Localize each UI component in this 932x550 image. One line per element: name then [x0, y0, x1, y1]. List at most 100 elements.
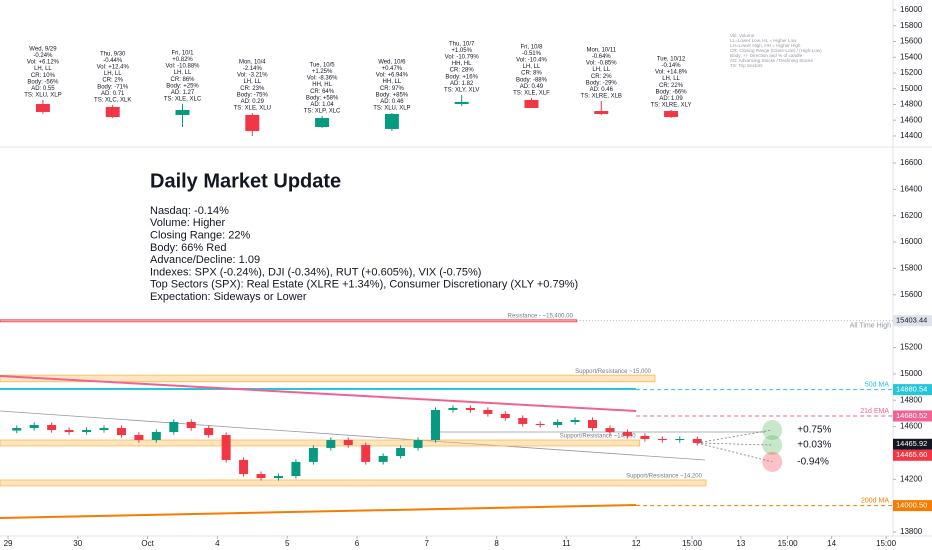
day-annotation: LH, LL: [662, 76, 680, 82]
day-annotation: -0.14%: [662, 63, 682, 69]
price-tag: [893, 410, 932, 422]
level-band: [0, 374, 656, 383]
candle-body: [413, 440, 423, 448]
day-annotation: TS: XLRE, XLB: [581, 94, 622, 100]
day-annotation: Vol: -10.79%: [445, 55, 480, 61]
ma-line: [0, 374, 637, 413]
day-annotation: LH, LL: [592, 67, 610, 73]
candle-body: [553, 421, 563, 426]
day-annotation: TS: XLE, XLF: [513, 91, 550, 97]
candle-body: [588, 419, 598, 429]
day-annotation: Body: +85%: [376, 92, 409, 98]
day-annotation: Tue, 10/12: [657, 56, 686, 62]
day-annotation: Vol: -10.88%: [165, 64, 200, 70]
candle-body: [116, 428, 126, 436]
day-annotation: AD: 0.46: [590, 87, 614, 93]
candle-body: [151, 431, 161, 441]
day-annotation: AD: 0.29: [241, 99, 265, 105]
candle-body: [664, 111, 679, 118]
price-tag: [893, 500, 932, 512]
candle-body: [239, 459, 249, 475]
day-annotation: TS: XLRE, XLY: [651, 103, 692, 109]
y-tick-label: 15000: [900, 84, 923, 93]
y-tick-label: 15000: [900, 369, 923, 378]
y-tick-label: 14400: [900, 131, 923, 140]
candle-body: [99, 428, 109, 431]
ma-name: 200d MA: [861, 497, 889, 504]
candle-body: [221, 435, 231, 460]
y-tick-label: 16600: [900, 158, 923, 167]
legend-note: Body: +/- Direction and % of candle: [730, 53, 803, 58]
candle-body: [308, 447, 318, 462]
y-tick-label: 13800: [900, 527, 923, 536]
y-tick-label: 15200: [900, 343, 923, 352]
day-annotation: TS: XLU, XLP: [24, 93, 61, 99]
x-tick-label: 5: [285, 539, 290, 548]
price-tag-label: 14880.54: [896, 385, 927, 394]
day-annotation: LH, LL: [104, 71, 122, 77]
y-tick-label: 15400: [900, 52, 923, 61]
y-tick-label: 16200: [900, 211, 923, 220]
level-label: Support/Resistance ~15,000: [575, 369, 652, 375]
update-note: Top Sectors (SPX): Real Estate (XLRE +1.…: [150, 279, 578, 291]
candle-body: [35, 104, 50, 112]
candle-body: [518, 418, 528, 424]
day-annotation: LH, LL: [243, 79, 261, 85]
projection-line: [697, 442, 773, 463]
y-tick-label: 14800: [900, 395, 923, 404]
day-annotation: Wed, 10/6: [378, 59, 406, 65]
y-tick-label: 15800: [900, 264, 923, 273]
candle-body: [134, 435, 144, 441]
chart-title: Daily Market Update: [150, 170, 341, 192]
price-tag: [893, 438, 932, 450]
x-tick-label: 29: [4, 539, 13, 548]
projection-target: [762, 451, 783, 472]
day-annotation: AD: 1.09: [659, 96, 683, 102]
day-annotation: Body: -71%: [97, 84, 129, 90]
candle-body: [273, 476, 283, 478]
day-annotation: CR: 23%: [240, 86, 265, 92]
candle-body: [622, 431, 632, 436]
day-annotation: HH, HL: [452, 61, 472, 67]
day-annotation: +0.47%: [382, 66, 403, 72]
price-tag: [893, 315, 932, 327]
candle-body: [186, 421, 196, 429]
candle-body: [675, 438, 685, 441]
level-band: [0, 479, 707, 487]
candle-body: [384, 114, 399, 129]
y-tick-label: 15600: [900, 290, 923, 299]
candle-body: [47, 425, 57, 431]
candle-body: [256, 474, 266, 478]
candle-body: [454, 101, 469, 105]
day-annotation: Fri, 10/8: [520, 44, 543, 50]
candle-body: [692, 438, 702, 443]
candle-body: [396, 447, 406, 456]
day-annotation: Vol: -8.36%: [307, 76, 338, 82]
projection-label: +0.75%: [797, 425, 831, 436]
day-annotation: -0.24%: [33, 53, 53, 59]
day-annotation: +0.82%: [172, 57, 193, 63]
day-annotation: TS: XLP, XLC: [304, 109, 341, 115]
day-annotation: Body: -88%: [516, 77, 548, 83]
projection-line: [697, 429, 773, 444]
day-annotation: Mon, 10/4: [239, 59, 266, 65]
projection-line: [697, 442, 773, 446]
level-label: Support/Resistance ~14,200: [626, 474, 703, 480]
candle-body: [483, 409, 493, 414]
day-annotation: CR: 2%: [102, 78, 123, 84]
candle-body: [594, 111, 609, 115]
update-note: Expectation: Sideways or Lower: [150, 291, 307, 303]
day-annotation: HH, HL: [312, 82, 332, 88]
candle-body: [175, 109, 190, 115]
y-tick-label: 14600: [900, 115, 923, 124]
x-tick-label: 15:00: [682, 539, 703, 548]
price-tag-label: 14000.50: [896, 501, 927, 510]
day-annotation: +1.05%: [451, 48, 472, 54]
price-tag: [893, 449, 932, 461]
day-annotation: CR: 22%: [659, 83, 684, 89]
candle-body: [64, 430, 74, 432]
projection-label: +0.03%: [797, 440, 831, 451]
candle-body: [204, 428, 214, 436]
x-tick-label: Oct: [141, 539, 154, 548]
day-annotation: Body: -66%: [656, 89, 688, 95]
